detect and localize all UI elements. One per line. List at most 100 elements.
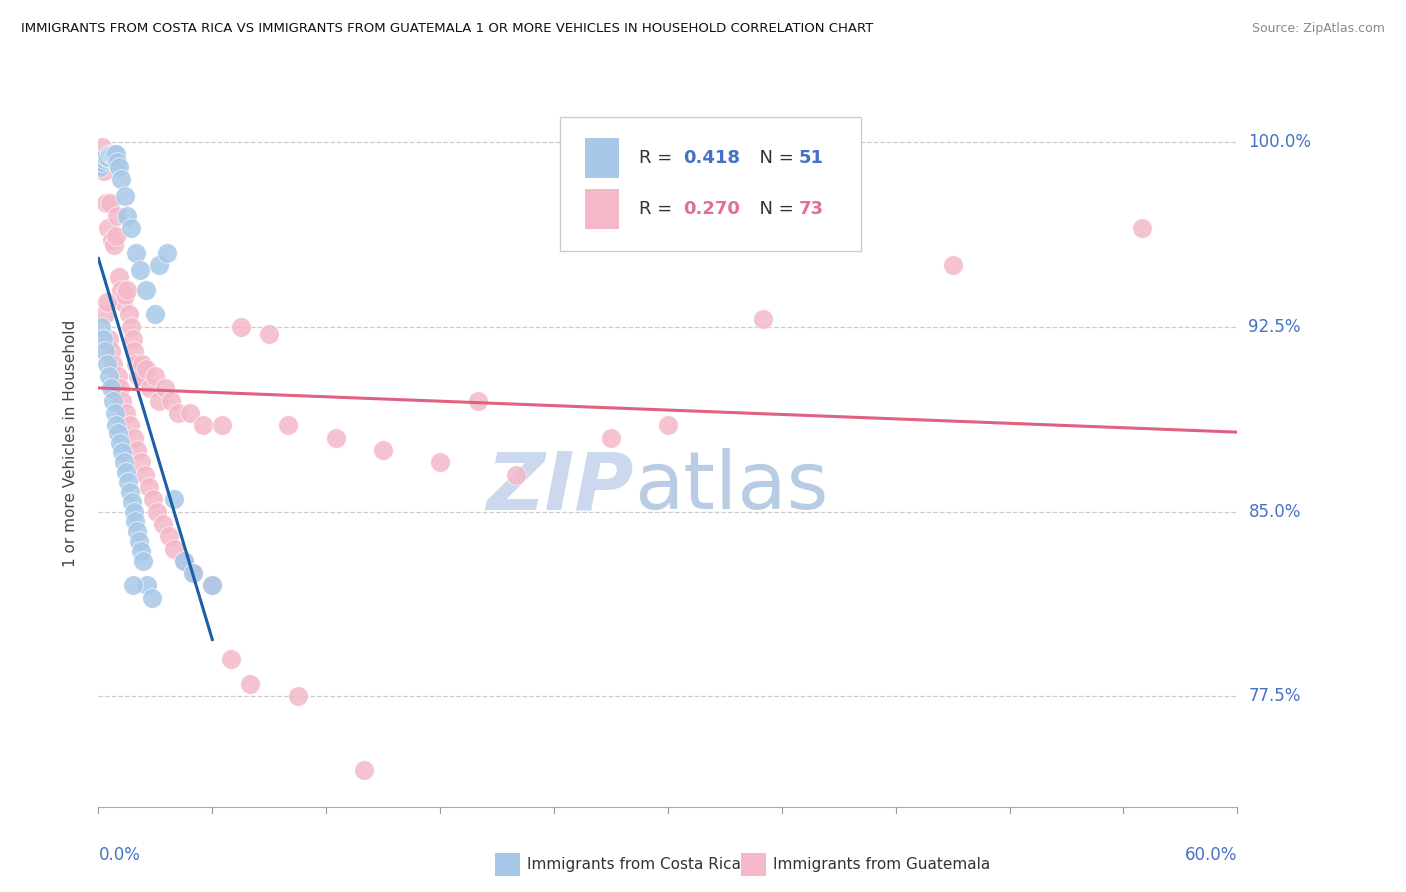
Point	[129, 369, 152, 384]
Point	[467, 393, 489, 408]
Point	[100, 147, 122, 161]
Point	[131, 357, 153, 371]
Text: 77.5%: 77.5%	[1249, 688, 1301, 706]
Point	[114, 189, 136, 203]
Text: N =: N =	[748, 201, 799, 219]
Point	[163, 492, 186, 507]
Text: 73: 73	[799, 201, 824, 219]
Point	[600, 431, 623, 445]
Point	[90, 319, 112, 334]
Point	[132, 554, 155, 568]
Point	[156, 245, 179, 260]
Point	[100, 381, 122, 395]
Text: 0.0%: 0.0%	[98, 847, 141, 864]
Point	[100, 234, 122, 248]
FancyBboxPatch shape	[585, 138, 619, 178]
Point	[110, 381, 132, 395]
Point	[91, 140, 114, 154]
Text: N =: N =	[748, 150, 799, 168]
Point	[138, 381, 160, 395]
Point	[152, 516, 174, 531]
Point	[124, 515, 146, 529]
Point	[98, 147, 121, 161]
Point	[153, 381, 176, 395]
Point	[96, 295, 118, 310]
Point	[124, 344, 146, 359]
Point	[107, 425, 129, 440]
Point	[148, 393, 170, 408]
Point	[91, 332, 114, 346]
Point	[183, 566, 205, 581]
Point	[135, 578, 157, 592]
Point	[752, 312, 775, 326]
Point	[122, 504, 145, 518]
Point	[371, 442, 394, 457]
Point	[127, 369, 149, 384]
Point	[115, 465, 138, 479]
Point	[121, 578, 143, 592]
Point	[127, 442, 149, 457]
Point	[97, 221, 120, 235]
Text: atlas: atlas	[634, 449, 828, 526]
Y-axis label: 1 or more Vehicles in Household: 1 or more Vehicles in Household	[63, 320, 77, 567]
Point	[97, 150, 120, 164]
Point	[125, 357, 148, 371]
Point	[183, 566, 205, 581]
Point	[173, 554, 195, 568]
Point	[100, 344, 122, 359]
Text: R =: R =	[640, 201, 678, 219]
Point	[97, 369, 120, 384]
Point	[120, 221, 142, 235]
Point	[89, 160, 111, 174]
Point	[179, 406, 201, 420]
Point	[325, 431, 347, 445]
Text: IMMIGRANTS FROM COSTA RICA VS IMMIGRANTS FROM GUATEMALA 1 OR MORE VEHICLES IN HO: IMMIGRANTS FROM COSTA RICA VS IMMIGRANTS…	[21, 22, 873, 36]
Point	[118, 418, 141, 433]
Text: 100.0%: 100.0%	[1249, 133, 1312, 151]
Point	[505, 467, 527, 482]
Point	[118, 307, 141, 321]
Point	[141, 492, 163, 507]
Point	[201, 578, 224, 592]
Text: Immigrants from Costa Rica: Immigrants from Costa Rica	[527, 857, 741, 871]
Point	[259, 327, 281, 342]
Point	[115, 283, 138, 297]
Point	[108, 160, 131, 174]
Point	[129, 544, 152, 558]
Point	[114, 287, 136, 301]
Point	[107, 154, 129, 169]
Point	[107, 209, 129, 223]
Point	[167, 406, 190, 420]
Point	[103, 238, 125, 252]
Point	[104, 147, 127, 161]
Point	[98, 196, 121, 211]
Point	[110, 283, 132, 297]
Point	[129, 455, 152, 469]
Point	[173, 554, 195, 568]
Point	[134, 467, 156, 482]
Point	[110, 172, 132, 186]
Text: ZIP: ZIP	[486, 449, 634, 526]
Text: Source: ZipAtlas.com: Source: ZipAtlas.com	[1251, 22, 1385, 36]
Point	[163, 541, 186, 556]
FancyBboxPatch shape	[585, 189, 619, 229]
Point	[157, 529, 180, 543]
Point	[94, 344, 117, 359]
Point	[429, 455, 451, 469]
Point	[118, 484, 141, 499]
Point	[135, 283, 157, 297]
Point	[104, 228, 127, 243]
Point	[101, 393, 124, 408]
Text: 0.418: 0.418	[683, 150, 740, 168]
Point	[277, 418, 299, 433]
Text: 92.5%: 92.5%	[1249, 318, 1301, 335]
Point	[221, 652, 243, 666]
Point	[111, 393, 134, 408]
Point	[93, 152, 115, 166]
Point	[229, 319, 252, 334]
Point	[122, 431, 145, 445]
Text: 0.270: 0.270	[683, 201, 740, 219]
Point	[145, 307, 167, 321]
Point	[120, 319, 142, 334]
Point	[129, 263, 152, 277]
